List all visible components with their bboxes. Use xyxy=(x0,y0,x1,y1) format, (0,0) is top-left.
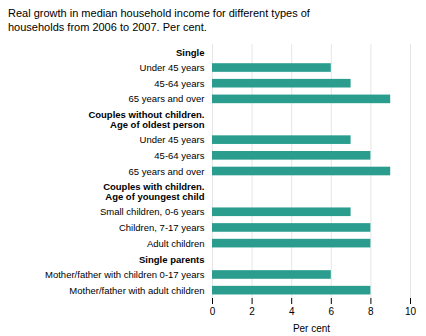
svg-text:65 years and over: 65 years and over xyxy=(128,166,204,177)
svg-text:Mother/father with children 0-: Mother/father with children 0-17 years xyxy=(45,269,205,280)
svg-text:65 years and over: 65 years and over xyxy=(128,93,204,104)
svg-text:Couples without children.Age o: Couples without children.Age of oldest p… xyxy=(88,109,204,130)
svg-text:10: 10 xyxy=(405,306,417,317)
svg-text:Per cent: Per cent xyxy=(293,323,330,334)
svg-text:Small children, 0-6 years: Small children, 0-6 years xyxy=(100,206,205,217)
svg-text:6: 6 xyxy=(329,306,335,317)
svg-text:45-64 years: 45-64 years xyxy=(154,78,204,89)
svg-text:45-64 years: 45-64 years xyxy=(154,150,204,161)
svg-text:Single: Single xyxy=(176,47,205,58)
svg-text:2: 2 xyxy=(249,306,255,317)
svg-text:0: 0 xyxy=(210,306,216,317)
svg-text:Under 45 years: Under 45 years xyxy=(140,134,205,145)
svg-text:Single parents: Single parents xyxy=(139,254,204,265)
svg-text:Couples with children.Age of y: Couples with children.Age of youngest ch… xyxy=(103,181,205,202)
svg-text:Adult children: Adult children xyxy=(147,238,205,249)
svg-text:8: 8 xyxy=(368,306,374,317)
svg-text:Mother/father with adult child: Mother/father with adult children xyxy=(69,285,204,296)
html-text:Real growth in median househol: Real growth in median household income f… xyxy=(8,7,310,33)
svg-text:4: 4 xyxy=(289,306,295,317)
svg-text:Under 45 years: Under 45 years xyxy=(140,62,205,73)
svg-text:Children, 7-17 years: Children, 7-17 years xyxy=(119,222,205,233)
